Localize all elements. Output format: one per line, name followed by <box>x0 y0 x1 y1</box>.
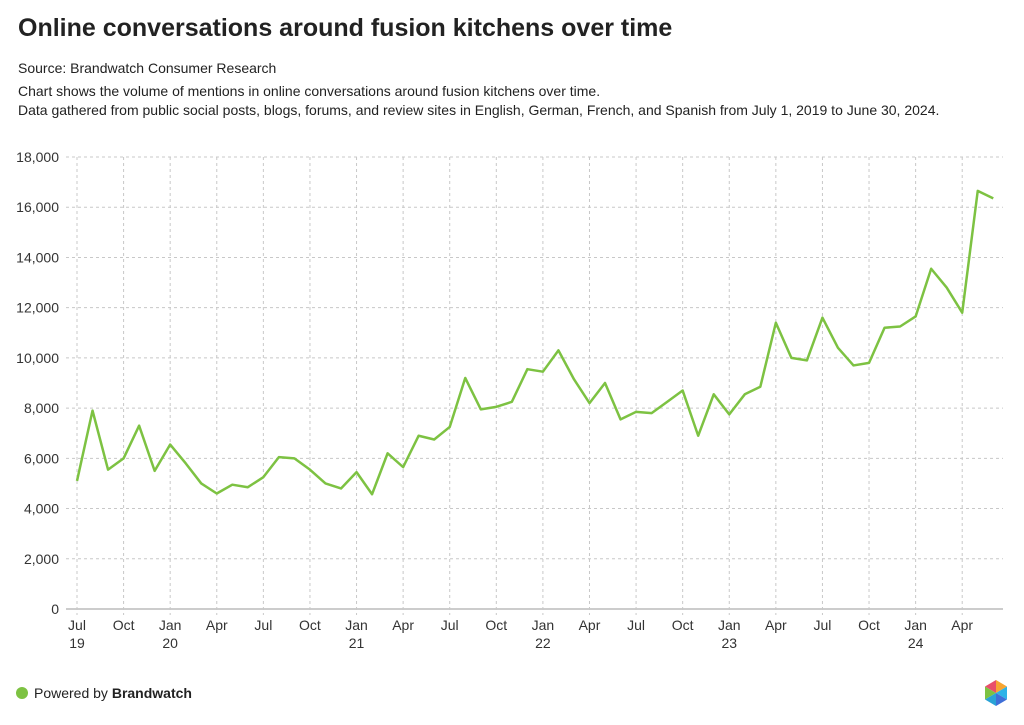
source-text: Source: Brandwatch Consumer Research <box>18 60 277 76</box>
line-chart: 0 2,000 4,000 6,000 8,000 10,000 12,000 14,000 1… <box>16 149 1003 651</box>
x-tick-year-label: 21 <box>349 635 365 651</box>
x-tick-label: Oct <box>485 617 507 633</box>
x-tick-label: Oct <box>858 617 880 633</box>
x-tick-label: Jul <box>441 617 459 633</box>
x-tick-label: Jan <box>718 617 741 633</box>
x-tick-label: Jul <box>627 617 645 633</box>
x-tick-label: Jul <box>68 617 86 633</box>
x-tick-label: Oct <box>672 617 694 633</box>
x-tick-label: Jan <box>904 617 927 633</box>
x-tick-label: Apr <box>579 617 601 633</box>
y-tick-label: 6,000 <box>24 450 59 466</box>
y-tick-label: 16,000 <box>16 199 59 215</box>
x-tick-label: Apr <box>206 617 228 633</box>
y-tick-label: 10,000 <box>16 350 59 366</box>
brandwatch-logo-icon[interactable] <box>983 679 1009 707</box>
x-tick-label: Jan <box>532 617 555 633</box>
x-tick-year-label: 22 <box>535 635 551 651</box>
x-tick-year-label: 24 <box>908 635 924 651</box>
x-tick-label: Oct <box>113 617 135 633</box>
series-line-mentions <box>75 189 994 496</box>
x-tick-label: Jan <box>345 617 368 633</box>
x-tick-label: Jul <box>813 617 831 633</box>
y-tick-label: 4,000 <box>24 501 59 517</box>
x-tick-label: Oct <box>299 617 321 633</box>
y-tick-label: 14,000 <box>16 249 59 265</box>
footer: Powered by Brandwatch <box>16 685 192 701</box>
x-tick-label: Apr <box>765 617 787 633</box>
y-tick-label: 12,000 <box>16 300 59 316</box>
x-tick-label: Jul <box>254 617 272 633</box>
x-tick-year-label: 20 <box>162 635 178 651</box>
y-tick-label: 8,000 <box>24 400 59 416</box>
description-line-1: Chart shows the volume of mentions in on… <box>18 83 601 99</box>
x-tick-label: Apr <box>392 617 414 633</box>
y-tick-label: 18,000 <box>16 149 59 165</box>
x-tick-label: Apr <box>951 617 973 633</box>
x-tick-year-label: 23 <box>721 635 737 651</box>
x-tick-year-label: 19 <box>69 635 85 651</box>
x-tick-label: Jan <box>159 617 182 633</box>
y-tick-label: 0 <box>51 601 59 617</box>
description-line-2: Data gathered from public social posts, … <box>18 102 940 118</box>
brand-dot-icon <box>16 687 28 699</box>
powered-by-text: Powered by Brandwatch <box>34 685 192 701</box>
y-tick-label: 2,000 <box>24 551 59 567</box>
chart-title: Online conversations around fusion kitch… <box>18 14 673 42</box>
